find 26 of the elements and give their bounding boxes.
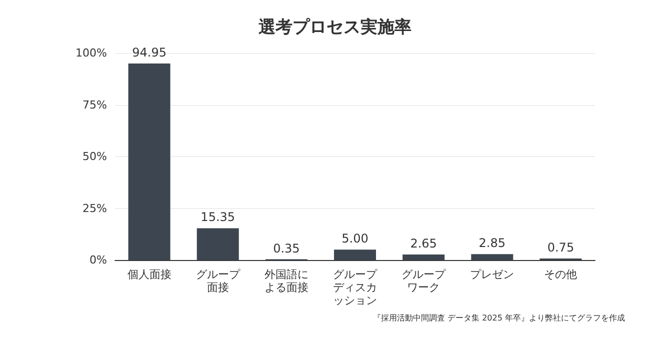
data-label: 5.00 (342, 232, 368, 246)
bar (334, 250, 376, 260)
data-label: 15.35 (200, 210, 236, 224)
data-label: 94.95 (132, 45, 166, 60)
data-label: 2.65 (410, 236, 437, 251)
y-tick-label: 50% (82, 150, 107, 163)
y-tick-label: 100% (76, 46, 107, 60)
x-tick-label: グループワーク (402, 268, 447, 294)
x-tick-label: 個人面接 (127, 268, 172, 281)
x-tick-label: その他 (544, 268, 578, 281)
data-label: 0.35 (273, 241, 300, 256)
bar (196, 228, 239, 260)
y-tick-label: 25% (82, 202, 107, 215)
x-tick-label: プレゼン (470, 268, 514, 281)
x-tick-label: グループ面接 (196, 268, 241, 294)
bar (471, 254, 514, 260)
x-tick-label: 外国語による面接 (264, 268, 308, 294)
y-tick-label: 75% (82, 98, 107, 112)
bar (402, 254, 445, 260)
data-label: 2.85 (478, 236, 506, 250)
bar (128, 63, 170, 260)
text: 『採用活動中間調査 データ集 2025 年卒』より弊社にてグラフを作成 (373, 314, 626, 322)
chart-title: 選考プロセス実施率 (258, 18, 412, 38)
y-tick-label: 0% (90, 254, 107, 266)
x-tick-label: グループディスカッション (333, 268, 378, 307)
data-label: 0.75 (547, 240, 574, 254)
